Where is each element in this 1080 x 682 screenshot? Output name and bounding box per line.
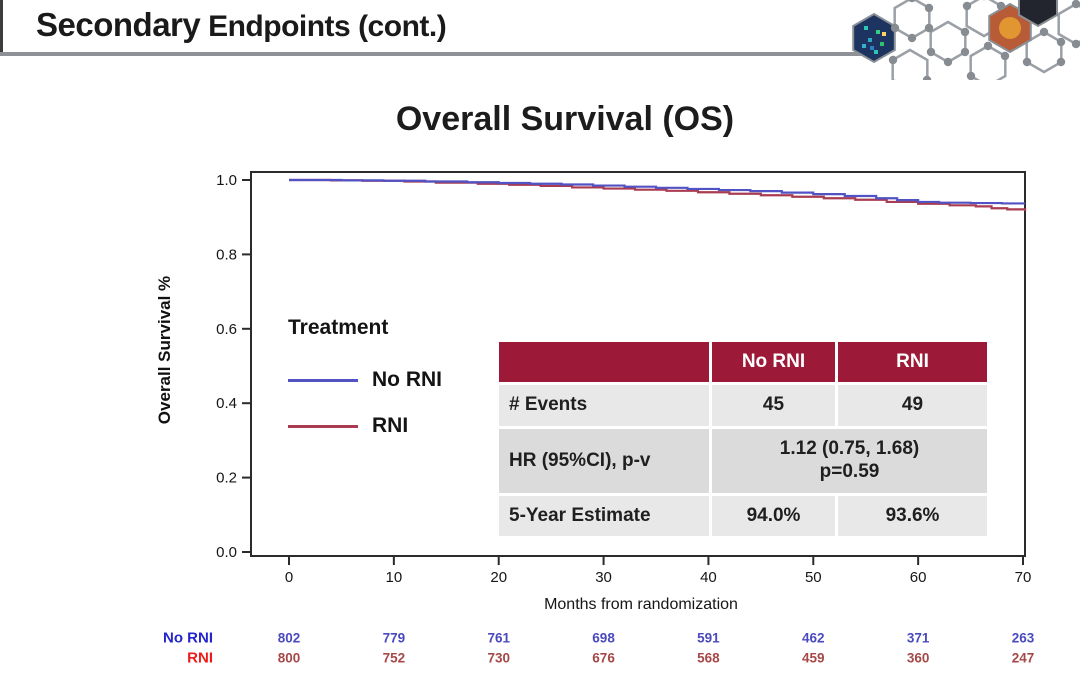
node-dot: [962, 1, 972, 11]
legend-label-rni: RNI: [372, 414, 409, 437]
stats-events-rni: 49: [838, 385, 987, 426]
x-tick-label: 40: [700, 569, 717, 586]
x-tick-label: 10: [386, 569, 403, 586]
legend-item-no-rni: No RNI: [288, 368, 442, 392]
node-dot: [1000, 51, 1010, 61]
slide-title-strong: Secondary: [36, 6, 201, 43]
risk-count: 752: [382, 650, 406, 666]
microarray-dot: [876, 30, 880, 34]
risk-row-label-rni: RNI: [187, 649, 213, 667]
x-tick-label: 0: [285, 569, 293, 586]
node-dot: [960, 27, 970, 37]
risk-count: 730: [487, 650, 510, 666]
y-tick-label: 0.6: [216, 321, 237, 338]
stats-header-no-rni: No RNI: [712, 342, 835, 382]
risk-count: 371: [906, 630, 930, 646]
microarray-dot: [864, 26, 868, 30]
risk-count: 360: [906, 650, 930, 666]
node-dot: [926, 47, 936, 57]
node-dot: [1022, 57, 1032, 67]
risk-count: 459: [802, 650, 825, 666]
y-tick-label: 1.0: [216, 172, 237, 189]
plot-frame: [250, 171, 1026, 557]
risk-count: 761: [487, 630, 510, 646]
stats-events-no-rni: 45: [712, 385, 835, 426]
stats-hr-value: 1.12 (0.75, 1.68) p=0.59: [712, 429, 987, 493]
x-tick-label: 20: [490, 569, 507, 586]
microarray-dot: [874, 50, 878, 54]
node-dot: [908, 0, 916, 3]
node-dot: [943, 57, 953, 67]
risk-count: 698: [592, 630, 615, 646]
x-axis-label: Months from randomization: [544, 596, 738, 613]
microarray-dot: [868, 38, 872, 42]
statistics-table: No RNI RNI # Events 45 49 HR (95%CI), p-…: [499, 342, 987, 536]
legend-label-no-rni: No RNI: [372, 368, 442, 391]
microarray-dot: [880, 42, 884, 46]
node-dot: [924, 3, 934, 13]
node-dot: [983, 41, 993, 51]
x-tick-label: 30: [595, 569, 612, 586]
x-tick-label: 60: [910, 569, 927, 586]
risk-count: 800: [277, 650, 301, 666]
stats-estimate-no-rni: 94.0%: [712, 496, 835, 536]
microarray-dot: [882, 32, 886, 36]
y-tick-label: 0.0: [216, 544, 237, 561]
risk-row-label-no-rni: No RNI: [163, 629, 213, 647]
x-tick-label: 50: [805, 569, 822, 586]
node-dot: [1056, 57, 1066, 67]
risk-count: 263: [1011, 630, 1035, 646]
legend-title: Treatment: [288, 316, 389, 339]
node-dot: [966, 71, 976, 80]
stats-row-estimate-label: 5-Year Estimate: [499, 496, 709, 536]
y-tick-label: 0.2: [216, 470, 237, 487]
y-tick-label: 0.4: [216, 395, 237, 412]
node-dot: [1071, 39, 1080, 49]
x-tick-label: 70: [1015, 569, 1032, 586]
stats-header-empty: [499, 342, 709, 382]
survival-curve-rni: [289, 178, 1027, 211]
stats-row-events-label: # Events: [499, 385, 709, 426]
stats-row-hr-label: HR (95%CI), p-v: [499, 429, 709, 493]
molecule-hexagon-decoration: [852, 0, 1080, 80]
risk-count: 802: [277, 630, 301, 646]
risk-count: 568: [697, 650, 720, 666]
slide-edge-accent: [0, 0, 3, 54]
node-dot: [996, 1, 1006, 11]
stats-header-rni: RNI: [838, 342, 987, 382]
legend-line-rni: [288, 424, 358, 428]
chart-title: Overall Survival (OS): [395, 100, 735, 138]
node-dot: [922, 75, 932, 80]
header-divider: [0, 52, 868, 56]
node-dot: [907, 33, 917, 43]
node-dot: [924, 23, 934, 33]
risk-count: 779: [382, 630, 406, 646]
risk-count: 462: [802, 630, 825, 646]
y-tick-label: 0.8: [216, 246, 237, 263]
survival-curve-no-rni: [289, 178, 1026, 205]
slide-title: Secondary Endpoints (cont.): [36, 6, 447, 44]
risk-count: 676: [592, 650, 615, 666]
legend-item-rni: RNI: [288, 414, 408, 438]
node-dot: [960, 47, 970, 57]
node-dot: [1056, 37, 1066, 47]
microarray-dot: [862, 44, 866, 48]
node-dot: [1039, 27, 1049, 37]
risk-count: 591: [697, 630, 720, 646]
slide-title-rest: Endpoints (cont.): [200, 10, 447, 43]
stats-hr-line2: p=0.59: [819, 461, 880, 482]
stats-estimate-rni: 93.6%: [838, 496, 987, 536]
hexagon-image-dark: [1017, 0, 1059, 28]
microarray-dot: [870, 46, 874, 50]
node-dot: [890, 23, 900, 33]
image-highlight: [999, 17, 1021, 39]
legend-line-no-rni: [288, 378, 358, 382]
stats-hr-line1: 1.12 (0.75, 1.68): [779, 438, 920, 460]
node-dot: [1071, 0, 1080, 9]
node-dot: [888, 55, 898, 65]
risk-count: 247: [1011, 650, 1035, 666]
